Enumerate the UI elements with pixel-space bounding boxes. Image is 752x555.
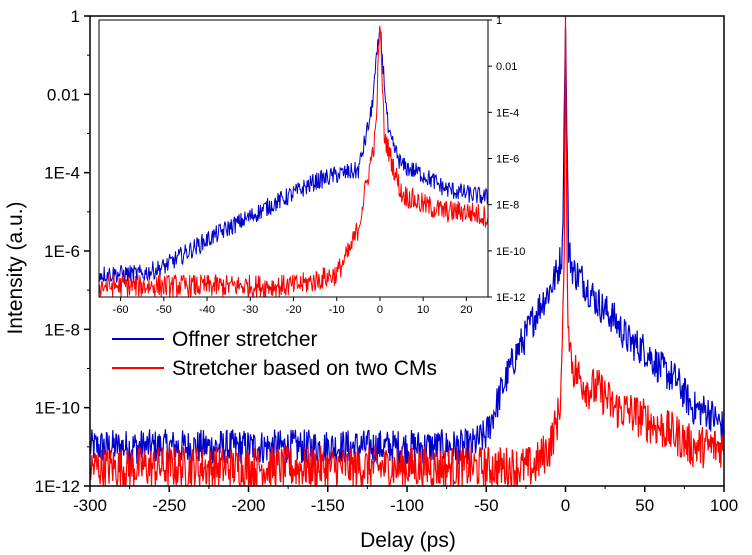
inset-y-tick-label: 1E-12	[496, 292, 525, 304]
main-y-tick-label: 1E-10	[35, 399, 80, 418]
inset-y-tick-label: 1E-4	[496, 107, 519, 119]
main-series-group	[89, 15, 725, 487]
inset-x-tick-label: -40	[199, 304, 215, 316]
inset-x-tick-label: -10	[329, 304, 345, 316]
series-line-stretcher-two-cms	[89, 15, 725, 487]
main-y-axis: 1E-12 1E-10 1E-8 1E-6 1E-4 0.01 1	[35, 7, 90, 496]
main-y-tick-label: 0.01	[47, 85, 80, 104]
main-x-tick-label: 0	[561, 496, 570, 515]
inset-x-tick-label: -50	[156, 304, 172, 316]
legend-label-stretcher-two-cms: Stretcher based on two CMs	[172, 357, 437, 380]
inset-series-group	[98, 25, 489, 299]
main-x-tick-label: -200	[231, 496, 265, 515]
legend-label-offner-stretcher: Offner stretcher	[172, 328, 318, 351]
legend: Offner stretcher Stretcher based on two …	[112, 328, 437, 380]
x-axis-title: Delay (ps)	[360, 529, 456, 552]
inset-series-line-red	[98, 25, 489, 299]
main-y-tick-label: 1E-12	[35, 477, 80, 496]
main-y-tick-label: 1E-4	[44, 164, 80, 183]
inset-y-tick-label: 1E-8	[496, 200, 519, 212]
main-x-tick-label: -100	[390, 496, 424, 515]
main-x-axis: -300 -250 -200 -150 -100 -50 0 50 100	[73, 486, 738, 515]
inset-x-tick-label: 10	[417, 304, 429, 316]
inset-x-tick-label: -30	[242, 304, 258, 316]
main-y-tick-label: 1E-8	[44, 320, 80, 339]
main-x-tick-label: -300	[73, 496, 107, 515]
main-plot: -300 -250 -200 -150 -100 -50 0 50 100 1E-121E-10…	[4, 7, 738, 552]
inset-background	[99, 20, 488, 297]
inset-x-tick-label: -60	[113, 304, 129, 316]
inset-x-tick-label: -20	[286, 304, 302, 316]
inset-x-tick-label: 20	[460, 304, 472, 316]
inset-x-axis: -60 -50 -40 -30 -20 -10 0 10 20	[113, 297, 473, 316]
inset-y-tick-label: 1E-10	[496, 246, 525, 258]
main-x-tick-label: -150	[311, 496, 345, 515]
main-x-tick-label: -50	[474, 496, 499, 515]
main-x-tick-label: 50	[635, 496, 654, 515]
inset-y-axis: 1E-12 1E-10 1E-8 1E-6 1E-4 0.01 1	[488, 15, 525, 304]
inset-series-line-blue	[98, 28, 489, 283]
main-y-tick-label: 1	[71, 7, 80, 26]
main-x-tick-label: -250	[152, 496, 186, 515]
series-line-offner-stretcher	[89, 27, 725, 466]
inset-x-tick-label: 0	[377, 304, 383, 316]
inset-y-tick-label: 1	[496, 15, 502, 27]
main-y-tick-label: 1E-6	[44, 242, 80, 261]
inset-y-tick-label: 0.01	[496, 61, 517, 73]
y-axis-title: Intensity (a.u.)	[4, 201, 27, 334]
inset-plot: -60 -50 -40 -30 -20 -10 0 10 20 1E-121E-101E-81E…	[98, 15, 525, 316]
inset-y-tick-label: 1E-6	[496, 154, 519, 166]
main-x-tick-label: 100	[710, 496, 738, 515]
